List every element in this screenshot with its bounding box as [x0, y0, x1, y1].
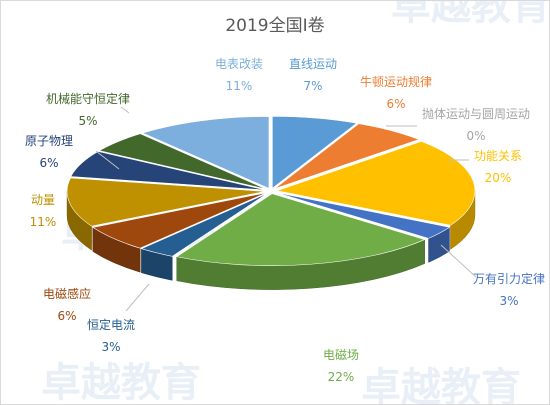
slice-电表改装 — [141, 116, 270, 189]
slice-label: 万有引力定律 — [473, 271, 545, 286]
slice-动量 — [66, 177, 266, 227]
slice-机械能守恒定律 — [98, 133, 267, 190]
chart-title: 2019全国Ⅰ卷 — [225, 16, 325, 36]
slice-电磁场 — [175, 193, 426, 266]
slice-直线运动 — [272, 116, 358, 189]
slice-label: 恒定电流 — [87, 317, 135, 332]
leader-line — [95, 150, 120, 170]
slice-percent-label: 3% — [499, 294, 518, 308]
slice-percent-label: 20% — [485, 171, 512, 185]
slice-label: 电表改装 — [215, 57, 263, 71]
slice-原子物理 — [70, 151, 266, 191]
slice-牛顿运动规律 — [274, 123, 420, 190]
slice-percent-label: 3% — [101, 340, 120, 354]
slice-label: 机械能守恒定律 — [46, 91, 130, 106]
slice-percent-label: 6% — [39, 156, 58, 170]
slice-label: 电磁感应 — [43, 286, 91, 301]
slice-percent-label: 11% — [30, 215, 57, 229]
slice-万有引力定律 — [275, 192, 451, 239]
watermark-text: 卓越教育 — [361, 365, 521, 404]
slice-percent-label: 7% — [303, 79, 322, 93]
slice-percent-label: 22% — [328, 370, 355, 384]
slice-percent-label: 5% — [78, 114, 97, 128]
slice-percent-label: 11% — [226, 79, 253, 93]
slice-电磁感应 — [92, 192, 267, 249]
slice-label: 抛体运动与圆周运动 — [422, 106, 530, 121]
slice-label: 电磁场 — [323, 347, 359, 362]
slice-labels: 直线运动 7% 牛顿运动规律 6% 抛体运动与圆周运动 0% 功能关系 20% 万有引力定律 3%… — [25, 57, 545, 384]
slice-label: 动量 — [31, 193, 55, 207]
slice-label: 原子物理 — [25, 134, 73, 148]
slice-功能关系 — [275, 141, 476, 226]
slice-percent-label: 6% — [57, 309, 76, 323]
watermark-text: 卓越教育 — [41, 360, 201, 404]
leader-line — [440, 244, 477, 278]
slice-walls — [66, 190, 476, 290]
slice-label: 牛顿运动规律 — [360, 74, 432, 89]
watermark-text: 卓越教育 — [391, 1, 549, 29]
slice-label: 功能关系 — [474, 149, 522, 163]
slice-percent-label: 0% — [466, 129, 485, 143]
leader-line — [120, 106, 130, 114]
slice-tops — [66, 116, 476, 266]
slice-恒定电流 — [140, 192, 268, 257]
leader-line — [125, 283, 150, 312]
slice-label: 直线运动 — [289, 57, 337, 71]
slice-percent-label: 6% — [386, 97, 405, 111]
